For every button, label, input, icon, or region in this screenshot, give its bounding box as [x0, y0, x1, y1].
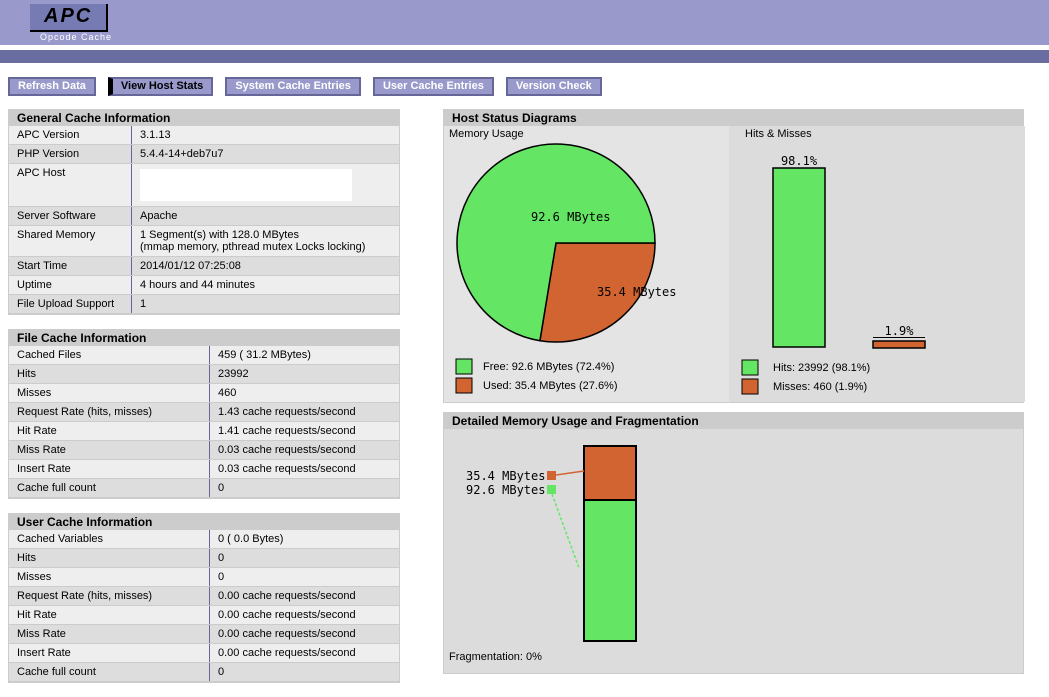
nav-system-cache-entries-button[interactable]: System Cache Entries: [225, 77, 361, 96]
pie-slice-free: [456, 143, 656, 342]
general-cache-info-panel: General Cache Information APC Version 3.1…: [8, 109, 400, 315]
general-cache-info-table: APC Version 3.1.13 PHP Version 5.4.4-14+de…: [9, 126, 399, 314]
apc-host-redacted-box: [140, 169, 352, 201]
segment-used: [583, 445, 637, 501]
apc-logo: APC: [30, 4, 109, 32]
table-row: Uptime 4 hours and 44 minutes: [9, 275, 399, 295]
apc-logo-text: APC: [44, 5, 93, 27]
table-row: Request Rate (hits, misses) 1.43 cache re…: [9, 402, 399, 422]
header-subtitle: Opcode Cache: [40, 32, 113, 42]
detail-swatch-used: [547, 471, 556, 480]
bar-misses-pct-label: 1.9%: [885, 324, 915, 338]
table-row: Miss Rate 0.00 cache requests/second: [9, 624, 399, 644]
user-cache-info-title: User Cache Information: [9, 514, 399, 530]
table-row: Cache full count 0: [9, 478, 399, 498]
detailed-memory-title: Detailed Memory Usage and Fragmentation: [444, 413, 1023, 429]
detail-free-label: 92.6 MBytes: [466, 483, 545, 497]
legend-swatch-misses: [741, 378, 759, 395]
file-cache-info-title: File Cache Information: [9, 330, 399, 346]
legend-swatch-hits: [741, 359, 759, 376]
legend-used-label: Used: 35.4 MBytes (27.6%): [483, 380, 618, 392]
host-status-diagrams-title: Host Status Diagrams: [444, 110, 1023, 126]
legend-free-label: Free: 92.6 MBytes (72.4%): [483, 361, 614, 373]
pie-slice-used: [539, 242, 656, 343]
pie-used-value-label: 35.4 MBytes: [597, 285, 676, 299]
memory-usage-label: Memory Usage: [449, 128, 524, 140]
right-column: Host Status Diagrams Memory Usage 92.6 M…: [443, 109, 1025, 683]
nav-view-host-stats-button[interactable]: View Host Stats: [107, 77, 214, 96]
detail-used-label: 35.4 MBytes: [466, 469, 545, 483]
nav-user-cache-entries-button[interactable]: User Cache Entries: [372, 77, 494, 96]
table-row: APC Version 3.1.13: [9, 126, 399, 145]
legend-swatch-free: [455, 358, 473, 375]
hits-misses-label: Hits & Misses: [745, 128, 812, 140]
memory-usage-chart: Memory Usage 92.6 MBytes 35.4 MBytes Fre…: [444, 126, 729, 402]
masthead-divider-bar: [0, 50, 1049, 63]
table-row: Insert Rate 0.03 cache requests/second: [9, 459, 399, 479]
hits-misses-chart: Hits & Misses 98.1% 1.9% Hits: 23992 (98…: [729, 126, 1025, 402]
fragmentation-stacked-bar: 35.4 MBytes 92.6 MBytes: [466, 445, 637, 642]
connector-used: [555, 470, 585, 476]
general-cache-info-title: General Cache Information: [9, 110, 399, 126]
table-row: APC Host: [9, 163, 399, 207]
legend-misses-label: Misses: 460 (1.9%): [773, 381, 867, 393]
table-row: Misses 0: [9, 567, 399, 587]
table-row: Cached Variables 0 ( 0.0 Bytes): [9, 530, 399, 549]
memory-usage-pie-chart: 92.6 MBytes 35.4 MBytes Free: 92.6 MByte…: [455, 143, 676, 394]
fragmentation-label: Fragmentation: 0%: [449, 651, 542, 663]
file-cache-info-panel: File Cache Information Cached Files 459 (…: [8, 329, 400, 499]
table-row: Misses 460: [9, 383, 399, 403]
table-row: Start Time 2014/01/12 07:25:08: [9, 256, 399, 276]
bar-misses: [872, 340, 926, 349]
table-row: Hit Rate 1.41 cache requests/second: [9, 421, 399, 441]
file-cache-info-table: Cached Files 459 ( 31.2 MBytes) Hits 23992…: [9, 346, 399, 498]
bar-hits-pct-label: 98.1%: [781, 154, 818, 168]
nav-menu: Refresh Data View Host Stats System Cach…: [8, 77, 1049, 99]
hits-misses-bar-chart: 98.1% 1.9% Hits: 23992 (98.1%) Misses: 4…: [741, 154, 926, 395]
table-row: Hits 23992: [9, 364, 399, 384]
detail-swatch-free: [547, 485, 556, 494]
user-cache-info-panel: User Cache Information Cached Variables 0…: [8, 513, 400, 683]
table-row: Request Rate (hits, misses) 0.00 cache re…: [9, 586, 399, 606]
legend-swatch-used: [455, 377, 473, 394]
host-status-diagrams-panel: Host Status Diagrams Memory Usage 92.6 M…: [443, 109, 1025, 403]
table-row: Miss Rate 0.03 cache requests/second: [9, 440, 399, 460]
table-row: File Upload Support 1: [9, 294, 399, 314]
masthead: APC Opcode Cache: [0, 0, 1049, 45]
table-row: Cached Files 459 ( 31.2 MBytes): [9, 346, 399, 365]
table-row: Server Software Apache: [9, 206, 399, 226]
segment-free: [583, 499, 637, 642]
table-row: Shared Memory 1 Segment(s) with 128.0 MBy…: [9, 225, 399, 257]
table-row: Insert Rate 0.00 cache requests/second: [9, 643, 399, 663]
table-row: PHP Version 5.4.4-14+deb7u7: [9, 144, 399, 164]
left-column: General Cache Information APC Version 3.1…: [8, 109, 400, 697]
detailed-memory-panel: Detailed Memory Usage and Fragmentation …: [443, 412, 1024, 674]
table-row: Cache full count 0: [9, 662, 399, 682]
detailed-memory-chart: 35.4 MBytes 92.6 MBytes Fragmentation: 0…: [444, 429, 1023, 673]
legend-hits-label: Hits: 23992 (98.1%): [773, 362, 870, 374]
nav-version-check-button[interactable]: Version Check: [505, 77, 602, 96]
table-row: Hit Rate 0.00 cache requests/second: [9, 605, 399, 625]
pie-free-value-label: 92.6 MBytes: [531, 210, 610, 224]
bar-hits: [772, 167, 826, 348]
user-cache-info-table: Cached Variables 0 ( 0.0 Bytes) Hits 0 Mis…: [9, 530, 399, 682]
nav-refresh-data-button[interactable]: Refresh Data: [8, 77, 96, 96]
connector-free: [551, 493, 580, 569]
table-row: Hits 0: [9, 548, 399, 568]
